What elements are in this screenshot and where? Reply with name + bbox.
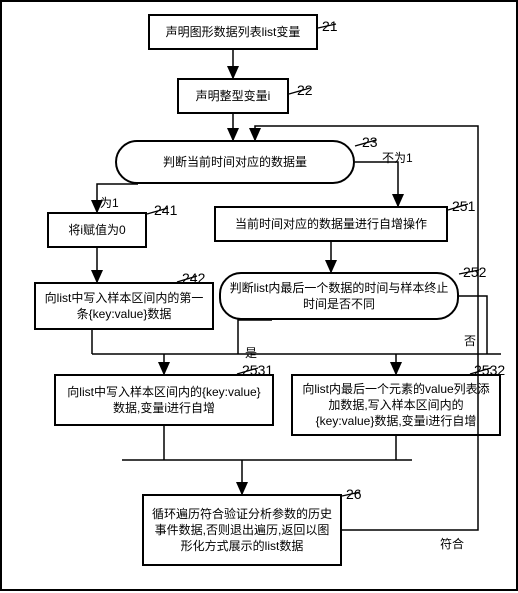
node-22: 声明整型变量i [177,78,289,114]
ref-241: 241 [154,202,177,218]
edge-lbl-no: 否 [464,332,476,349]
node-26: 循环遍历符合验证分析参数的历史事件数据,否则退出遍历,返回以图形化方式展示的li… [142,494,342,566]
edge-lbl-yes: 是 [245,344,257,361]
ref-252: 252 [463,264,486,280]
node-22-text: 声明整型变量i [196,88,271,104]
node-242: 向list中写入样本区间内的第一条{key:value}数据 [34,282,214,330]
node-2531-text: 向list中写入样本区间内的{key:value}数据,变量i进行自增 [62,384,266,416]
ref-2532: 2532 [474,362,505,378]
edge-lbl-neq1: 不为1 [382,149,413,166]
node-252-text: 判断list内最后一个数据的时间与样本终止时间是否不同 [227,280,451,312]
node-26-text: 循环遍历符合验证分析参数的历史事件数据,否则退出遍历,返回以图形化方式展示的li… [150,506,334,555]
ref-2531: 2531 [242,362,273,378]
ref-21: 21 [322,18,338,34]
node-242-text: 向list中写入样本区间内的第一条{key:value}数据 [42,290,206,322]
ref-26: 26 [346,486,362,502]
ref-22: 22 [297,82,313,98]
node-23-text: 判断当前时间对应的数据量 [163,154,307,170]
node-251: 当前时间对应的数据量进行自增操作 [214,206,448,242]
ref-23: 23 [362,134,378,150]
node-241-text: 将i赋值为0 [68,222,125,238]
node-21-text: 声明图形数据列表list变量 [166,24,301,40]
node-21: 声明图形数据列表list变量 [148,14,318,50]
node-23: 判断当前时间对应的数据量 [115,140,355,184]
node-251-text: 当前时间对应的数据量进行自增操作 [235,216,427,232]
node-2532-text: 向list内最后一个元素的value列表添加数据,写入样本区间内的{key:va… [299,381,493,430]
node-241: 将i赋值为0 [47,212,147,248]
ref-242: 242 [182,270,205,286]
edge-lbl-eq1: 为1 [100,194,119,211]
node-2532: 向list内最后一个元素的value列表添加数据,写入样本区间内的{key:va… [291,374,501,436]
edge-lbl-match: 符合 [440,535,464,552]
node-2531: 向list中写入样本区间内的{key:value}数据,变量i进行自增 [54,374,274,426]
ref-251: 251 [452,198,475,214]
node-252: 判断list内最后一个数据的时间与样本终止时间是否不同 [219,272,459,320]
